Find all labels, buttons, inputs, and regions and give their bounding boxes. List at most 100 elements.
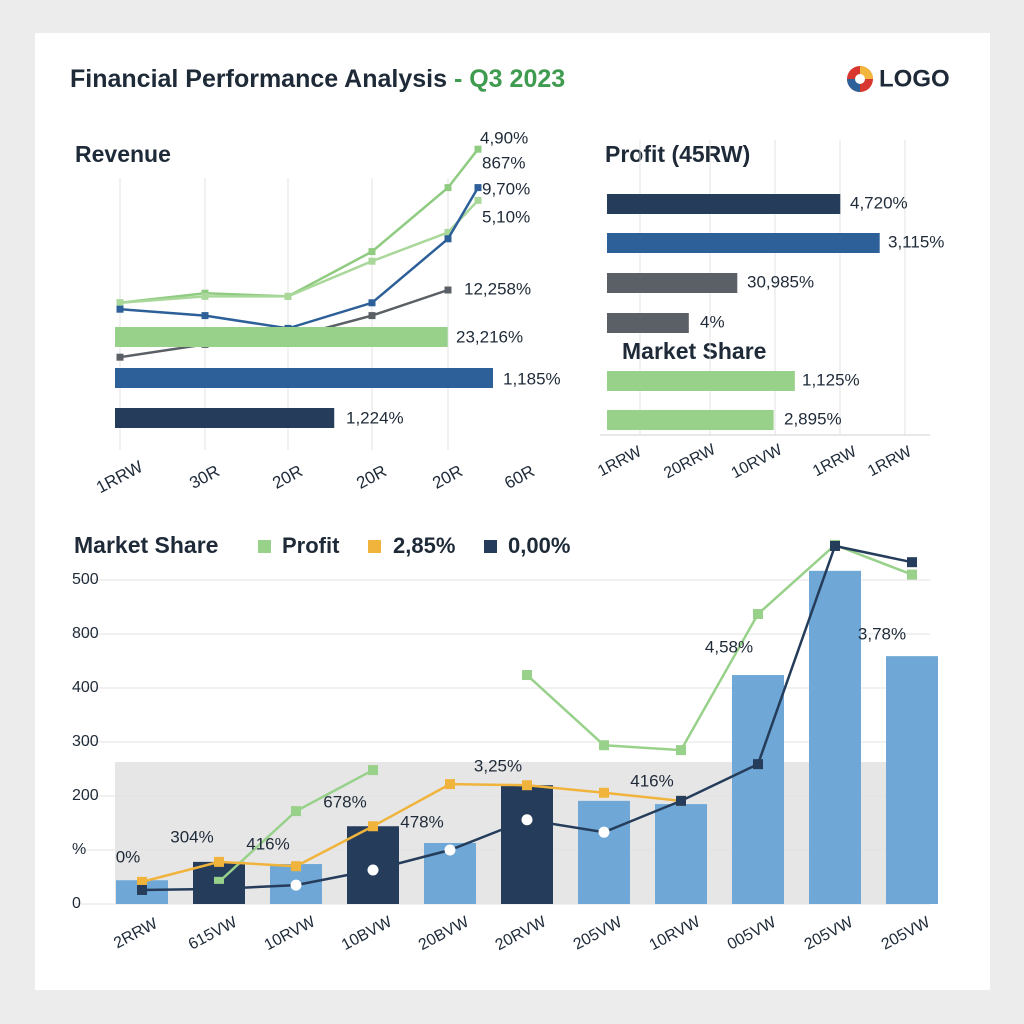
data-label: 867% xyxy=(482,153,525,172)
line-marker xyxy=(368,765,378,776)
line-marker xyxy=(907,557,917,568)
legend-label: 2,85% xyxy=(393,533,455,558)
bar xyxy=(115,368,493,388)
data-label: 1,125% xyxy=(802,370,860,389)
line-marker xyxy=(116,299,124,307)
data-label: 4,720% xyxy=(850,193,908,212)
data-label: 678% xyxy=(323,792,366,811)
data-label: 304% xyxy=(170,827,213,846)
line-marker xyxy=(599,787,609,798)
data-label: 30,985% xyxy=(747,272,814,291)
line-marker xyxy=(137,884,147,895)
line-marker xyxy=(474,145,482,153)
bar xyxy=(607,233,880,253)
data-label: 9,70% xyxy=(482,179,530,198)
bar xyxy=(115,327,448,347)
legend-swatch xyxy=(368,540,381,553)
bar xyxy=(607,194,841,214)
y-tick-label: 800 xyxy=(72,625,99,642)
line-marker xyxy=(201,312,209,320)
legend-swatch xyxy=(258,540,271,553)
line xyxy=(119,186,480,330)
line-marker xyxy=(290,879,302,891)
line-marker xyxy=(368,821,378,832)
data-label: 3,25% xyxy=(474,756,522,775)
line xyxy=(141,782,682,884)
data-label: 23,216% xyxy=(456,327,523,346)
line-marker xyxy=(214,876,224,887)
legend-label: Profit xyxy=(282,533,340,558)
line-marker xyxy=(284,292,292,300)
bar xyxy=(607,313,689,333)
data-label: 2,895% xyxy=(784,409,842,428)
line-marker xyxy=(444,228,452,236)
data-label: 416% xyxy=(630,771,673,790)
line-marker xyxy=(368,299,376,307)
line-marker xyxy=(214,856,224,867)
section-title: Market Share xyxy=(622,338,766,364)
line-marker xyxy=(676,795,686,806)
page-title: Financial Performance Analysis - Q3 2023 xyxy=(70,65,565,93)
data-label: 1,185% xyxy=(503,369,561,388)
data-label: 4,90% xyxy=(480,128,528,147)
line-marker xyxy=(444,184,452,192)
bar xyxy=(886,656,938,904)
line-marker xyxy=(214,883,224,894)
line-marker xyxy=(753,609,763,620)
line-marker xyxy=(521,814,533,826)
data-label: 416% xyxy=(246,834,289,853)
data-label: 4% xyxy=(700,312,725,331)
chart-title: Revenue xyxy=(75,141,171,167)
y-tick-label: 0 xyxy=(72,895,81,912)
title-suffix: - Q3 2023 xyxy=(454,65,565,93)
line-marker xyxy=(599,740,609,751)
line-marker xyxy=(116,305,124,313)
line-marker xyxy=(907,569,917,580)
bar xyxy=(578,800,630,904)
line-marker xyxy=(444,235,452,243)
line-marker xyxy=(201,292,209,300)
line-marker xyxy=(830,540,840,551)
legend-label: 0,00% xyxy=(508,533,570,558)
line-marker xyxy=(474,184,482,192)
y-tick-label: % xyxy=(72,841,86,858)
title-main: Financial Performance Analysis xyxy=(70,65,447,93)
y-tick-label: 400 xyxy=(72,679,99,696)
chart-title: Market Share xyxy=(74,532,218,558)
line-marker xyxy=(445,779,455,790)
bar xyxy=(115,408,335,428)
line-marker xyxy=(291,861,301,872)
y-tick-label: 200 xyxy=(72,787,99,804)
bar xyxy=(501,785,553,904)
data-label: 3,78% xyxy=(858,624,906,643)
data-label: 5,10% xyxy=(482,207,530,226)
y-tick-label: 300 xyxy=(72,733,99,750)
line xyxy=(119,148,479,305)
line-marker xyxy=(367,864,379,876)
legend-swatch xyxy=(484,540,497,553)
line-marker xyxy=(368,257,376,265)
bar xyxy=(655,804,707,904)
logo-text: LOGO xyxy=(879,65,950,92)
data-label: 0% xyxy=(116,847,141,866)
bar xyxy=(809,570,861,904)
bar xyxy=(607,410,774,430)
line-marker xyxy=(137,876,147,887)
data-label: 12,258% xyxy=(464,279,531,298)
data-label: 4,58% xyxy=(705,637,753,656)
bar xyxy=(607,273,738,293)
line-marker xyxy=(522,780,532,791)
line-marker xyxy=(753,759,763,770)
chart-title: Profit (45RW) xyxy=(605,141,750,167)
line-marker xyxy=(291,806,301,817)
logo-icon-hole xyxy=(855,74,865,84)
line xyxy=(119,199,479,305)
line-marker xyxy=(444,286,452,294)
line-marker xyxy=(444,844,456,856)
bar xyxy=(607,371,795,391)
y-tick-label: 500 xyxy=(72,571,99,588)
logo: LOGO xyxy=(847,65,950,92)
line-marker xyxy=(368,248,376,256)
line-marker xyxy=(474,196,482,204)
line-marker xyxy=(522,670,532,681)
